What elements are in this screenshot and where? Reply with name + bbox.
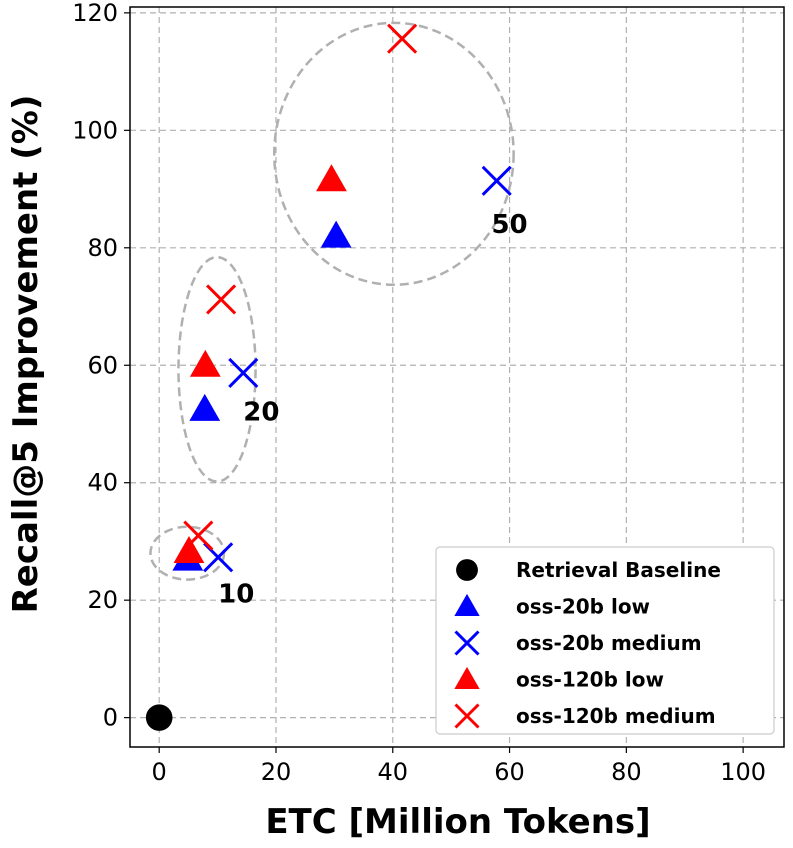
legend-label-oss-120b-medium: oss-120b medium <box>516 704 716 728</box>
x-tick-label: 0 <box>152 758 167 786</box>
point-oss-120b-low <box>173 536 205 563</box>
legend-label-retrieval-baseline: Retrieval Baseline <box>516 558 721 582</box>
cluster-ellipse-20 <box>177 255 257 483</box>
point-oss-20b-medium <box>228 357 259 388</box>
point-oss-120b-medium <box>387 23 418 54</box>
legend: Retrieval Baseline oss-20b low oss-20b med… <box>435 546 775 735</box>
y-tick-label: 100 <box>72 116 118 144</box>
point-oss-20b-medium-stroke <box>203 542 234 573</box>
cluster-label-10: 10 <box>218 580 254 610</box>
point-oss-120b-medium-stroke <box>206 284 237 315</box>
x-tick-label: 80 <box>611 758 642 786</box>
x-tick-label: 100 <box>720 758 766 786</box>
plot-frame <box>129 6 785 748</box>
y-axis-label: Recall@5 Improvement (%) <box>6 95 46 614</box>
point-retrieval-baseline <box>145 704 173 731</box>
data-marks <box>145 23 512 731</box>
legend-label-oss-120b-low: oss-120b low <box>516 668 664 692</box>
y-tick-label: 20 <box>87 586 118 614</box>
point-oss-120b-medium <box>206 284 237 315</box>
point-oss-20b-medium-stroke <box>481 165 512 196</box>
legend-marker-retrieval-baseline <box>456 559 478 581</box>
axis-ticks: 0 20 40 60 80 100 0 20 40 60 80 100 120 <box>72 0 766 786</box>
legend-marker-oss-20b-low <box>454 593 480 616</box>
legend-marker-oss-20b-medium <box>454 630 480 656</box>
point-oss-20b-low <box>320 220 352 248</box>
point-oss-20b-low <box>189 393 221 421</box>
y-tick-label: 120 <box>72 0 118 27</box>
point-oss-20b-medium-stroke <box>228 357 259 388</box>
cluster-ellipses <box>149 21 515 581</box>
x-tick-label: 20 <box>261 758 292 786</box>
cluster-ellipse-50 <box>272 21 515 287</box>
y-tick-label: 60 <box>87 351 118 379</box>
x-tick-label: 60 <box>494 758 525 786</box>
point-oss-120b-medium-stroke <box>387 23 418 54</box>
cluster-label-20: 20 <box>243 397 279 427</box>
cluster-labels: 10 20 50 <box>218 210 527 609</box>
y-tick-label: 80 <box>87 234 118 262</box>
x-tick-label: 40 <box>377 758 408 786</box>
point-oss-120b-low <box>316 164 347 192</box>
point-oss-120b-medium-stroke <box>183 520 214 551</box>
y-tick-label: 0 <box>103 704 118 732</box>
legend-marker-oss-20b-medium-stroke <box>454 630 480 656</box>
legend-box <box>435 546 775 735</box>
point-oss-120b-medium <box>183 520 214 551</box>
x-axis-label: ETC [Million Tokens] <box>265 802 650 842</box>
legend-marker-oss-120b-medium-stroke <box>454 703 480 729</box>
legend-label-oss-20b-medium: oss-20b medium <box>516 631 702 655</box>
point-oss-120b-low <box>189 349 221 377</box>
legend-label-oss-20b-low: oss-20b low <box>516 595 650 619</box>
cluster-label-50: 50 <box>491 210 527 240</box>
legend-marker-oss-120b-medium <box>454 703 480 729</box>
y-tick-label: 40 <box>87 469 118 497</box>
point-oss-20b-medium <box>481 165 512 196</box>
legend-marker-oss-120b-low <box>454 666 480 689</box>
